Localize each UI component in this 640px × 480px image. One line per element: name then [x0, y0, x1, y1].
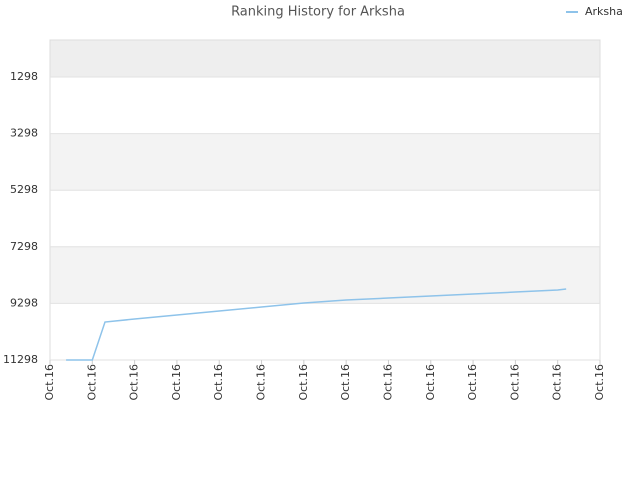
y-tick-label: 5298: [10, 183, 38, 196]
x-tick-label: Oct.16: [424, 364, 437, 401]
x-tick-label: Oct.16: [297, 364, 310, 401]
x-tick-label: Oct.16: [255, 364, 268, 401]
x-tick-label: Oct.16: [43, 364, 56, 401]
x-tick-label: Oct.16: [85, 364, 98, 401]
plot-band: [50, 133, 600, 191]
y-tick-label: 7298: [10, 240, 38, 253]
plot-band: [50, 40, 600, 77]
plot-frame: [49, 39, 601, 361]
y-tick-label: 9298: [10, 296, 38, 309]
x-tick-label: Oct.16: [508, 364, 521, 401]
x-tick-label: Oct.16: [128, 364, 141, 401]
chart-title: Ranking History for Arksha: [231, 5, 405, 20]
x-tick-label: Oct.16: [339, 364, 352, 401]
y-tick-label: 3298: [10, 127, 38, 140]
x-tick-label: Oct.16: [466, 364, 479, 401]
y-tick-label: 1298: [10, 70, 38, 83]
x-tick-label: Oct.16: [170, 364, 183, 401]
x-tick-label: Oct.16: [593, 364, 606, 401]
plot-band: [50, 246, 600, 304]
y-tick-label: 11298: [3, 353, 38, 366]
x-tick-label: Oct.16: [212, 364, 225, 401]
x-tick-label: Oct.16: [551, 364, 564, 401]
x-tick-label: Oct.16: [381, 364, 394, 401]
line-series: [66, 288, 567, 361]
legend-label: Arksha: [585, 5, 623, 18]
